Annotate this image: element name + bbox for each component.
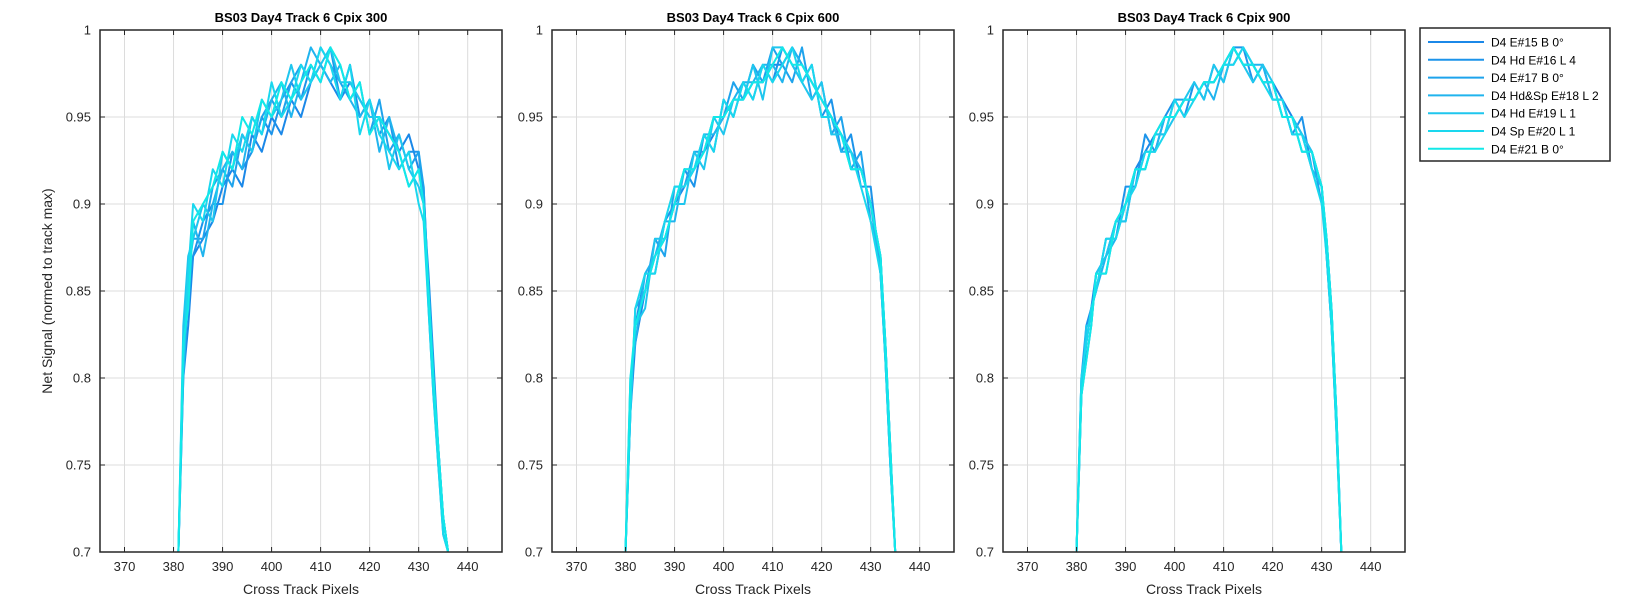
x-tick-label: 400 [1164,559,1186,574]
x-tick-label: 440 [457,559,479,574]
legend-label: D4 Hd E#16 L 4 [1491,53,1576,67]
y-tick-label: 0.8 [976,371,994,386]
legend-label: D4 Sp E#20 L 1 [1491,125,1576,139]
y-tick-label: 1 [536,23,543,38]
subplots: 370 380 390 400 410 420 430 440 0.7 0.75 0.8 0.85 0.… [66,10,1406,597]
legend-label: D4 E#17 B 0° [1491,71,1564,85]
legend-label: D4 Hd&Sp E#18 L 2 [1491,89,1599,103]
y-tick-label: 1 [84,23,91,38]
y-tick-label: 0.75 [66,458,91,473]
y-tick-label: 1 [987,23,994,38]
series-group [177,46,450,552]
subplot-1: 370 380 390 400 410 420 430 440 0.7 0.75 0.8 0.85 0.… [66,10,503,597]
x-tick-label: 390 [664,559,686,574]
legend-label: D4 E#15 B 0° [1491,36,1564,50]
y-tick-label: 0.7 [525,545,543,560]
y-tick-label: 0.7 [976,545,994,560]
series-group [1075,46,1343,552]
y-tick-label: 0.9 [73,197,91,212]
series-group [624,46,897,552]
y-axis-label: Net Signal (normed to track max) [39,188,55,393]
x-tick-label: 440 [1360,559,1382,574]
x-tick-label: 390 [1115,559,1137,574]
x-tick-label: 430 [1311,559,1333,574]
chart-title: BS03 Day4 Track 6 Cpix 300 [215,10,388,25]
legend: D4 E#15 B 0° D4 Hd E#16 L 4 D4 E#17 B 0° D4… [1419,27,1611,162]
x-tick-label: 410 [762,559,784,574]
y-tick-label: 0.85 [66,284,91,299]
x-tick-label: 420 [811,559,833,574]
subplot-2: 370 380 390 400 410 420 430 440 0.7 0.75 0.8 0.85 0.… [518,10,955,597]
chart-title: BS03 Day4 Track 6 Cpix 900 [1118,10,1291,25]
x-axis-label: Cross Track Pixels [695,581,811,597]
y-tick-label: 0.95 [518,110,543,125]
series-line-6 [624,46,897,552]
legend-label: D4 E#21 B 0° [1491,142,1564,156]
y-tick-label: 0.7 [73,545,91,560]
legend-label: D4 Hd E#19 L 1 [1491,107,1576,121]
chart-title: BS03 Day4 Track 6 Cpix 600 [667,10,840,25]
x-tick-label: 420 [1262,559,1284,574]
y-tick-label: 0.95 [969,110,994,125]
x-tick-label: 380 [615,559,637,574]
x-tick-label: 440 [909,559,931,574]
x-tick-label: 400 [713,559,735,574]
series-line-7 [177,46,450,552]
x-tick-label: 430 [860,559,882,574]
y-tick-label: 0.8 [525,371,543,386]
y-tick-label: 0.9 [976,197,994,212]
x-tick-label: 420 [359,559,381,574]
x-tick-label: 370 [1017,559,1039,574]
x-tick-label: 370 [566,559,588,574]
y-tick-label: 0.9 [525,197,543,212]
x-axis-label: Cross Track Pixels [243,581,359,597]
x-tick-label: 380 [1066,559,1088,574]
y-tick-label: 0.75 [969,458,994,473]
y-tick-label: 0.85 [518,284,543,299]
y-tick-label: 0.75 [518,458,543,473]
x-tick-label: 430 [408,559,430,574]
x-tick-label: 370 [114,559,136,574]
y-tick-label: 0.95 [66,110,91,125]
x-tick-label: 400 [261,559,283,574]
x-tick-label: 410 [310,559,332,574]
y-tick-label: 0.85 [969,284,994,299]
x-axis-label: Cross Track Pixels [1146,581,1262,597]
y-tick-label: 0.8 [73,371,91,386]
x-tick-label: 380 [163,559,185,574]
series-line-7 [624,46,897,552]
subplot-3: 370 380 390 400 410 420 430 440 0.7 0.75 0.8 0.85 0.… [969,10,1406,597]
series-line-7 [1075,46,1343,552]
x-tick-label: 390 [212,559,234,574]
x-tick-label: 410 [1213,559,1235,574]
